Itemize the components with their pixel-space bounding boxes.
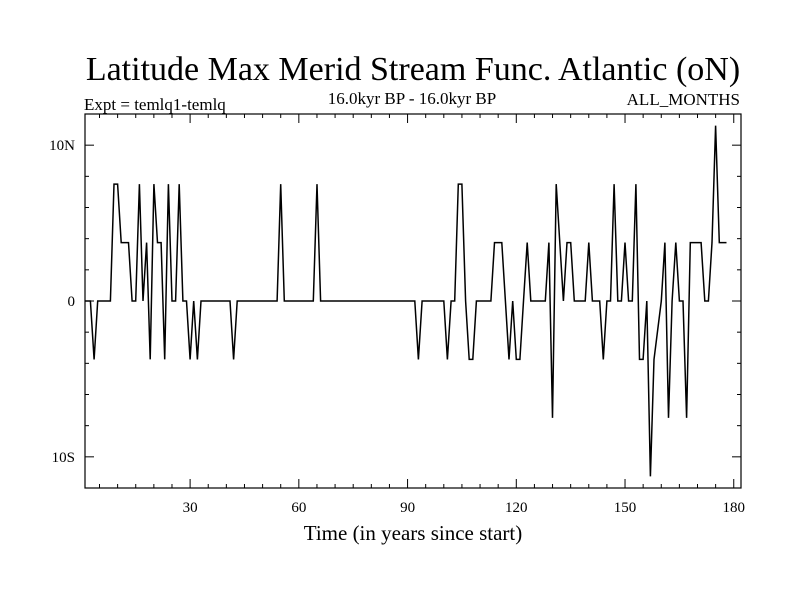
plot-frame (84, 113, 742, 489)
time-range-label: 16.0kyr BP - 16.0kyr BP (328, 89, 496, 108)
chart-title: Latitude Max Merid Stream Func. Atlantic… (86, 51, 740, 88)
series-line (85, 125, 727, 477)
months-label: ALL_MONTHS (627, 90, 740, 109)
axis-ticks: 30 60 90 120 150 180 10N 0 10S (49, 114, 745, 516)
x-tick-label: 60 (291, 500, 306, 516)
x-tick-label: 30 (183, 500, 198, 516)
y-tick-label: 0 (68, 294, 76, 310)
x-tick-label: 90 (400, 500, 415, 516)
series-group (85, 125, 727, 477)
x-tick-label: 150 (614, 500, 637, 516)
x-axis-label: Time (in years since start) (304, 521, 523, 545)
experiment-label: Expt = temlq1-temlq (84, 95, 226, 114)
x-tick-label: 180 (723, 500, 746, 516)
y-tick-label: 10S (52, 450, 75, 466)
y-tick-label: 10N (49, 138, 75, 154)
x-tick-label: 120 (505, 500, 528, 516)
